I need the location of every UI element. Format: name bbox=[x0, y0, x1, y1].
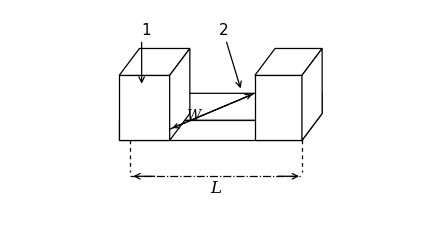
Polygon shape bbox=[302, 49, 322, 141]
Text: W: W bbox=[186, 109, 200, 123]
Text: 1: 1 bbox=[141, 23, 151, 38]
Text: L: L bbox=[211, 180, 222, 197]
Polygon shape bbox=[170, 49, 190, 141]
Polygon shape bbox=[255, 75, 302, 141]
Polygon shape bbox=[119, 120, 302, 141]
Polygon shape bbox=[302, 93, 322, 141]
Polygon shape bbox=[119, 49, 190, 75]
Polygon shape bbox=[119, 75, 170, 141]
Polygon shape bbox=[119, 93, 322, 120]
Polygon shape bbox=[255, 49, 322, 75]
Text: 2: 2 bbox=[219, 23, 228, 38]
